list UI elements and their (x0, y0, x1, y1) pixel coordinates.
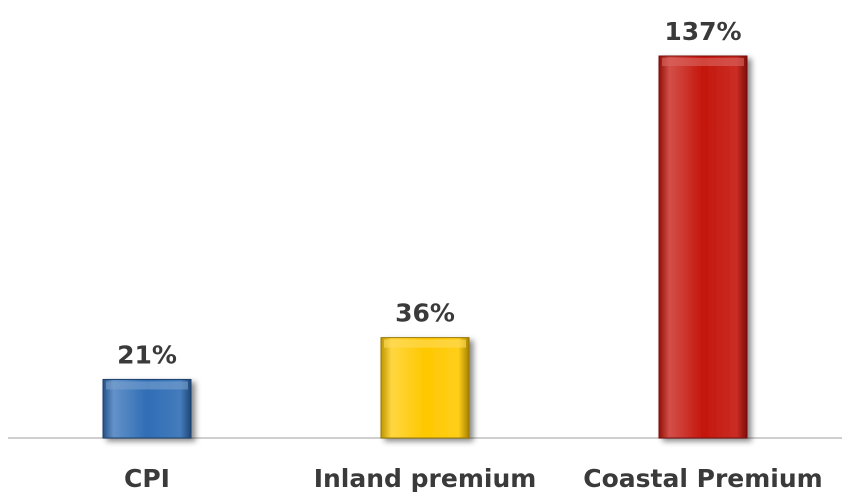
data-label: 21% (117, 340, 177, 369)
bar-rect (380, 337, 470, 439)
bar-bevel (662, 58, 744, 66)
bar-bevel (384, 339, 466, 348)
label-group: 21% CPI 36% Inland premium 137% Coastal Premi… (117, 17, 823, 493)
bar-coastal-premium (658, 55, 748, 439)
bar-inland-premium (380, 337, 470, 439)
bar-series (102, 55, 748, 439)
bar-rect (658, 55, 748, 439)
category-label: Inland premium (314, 464, 537, 493)
data-label: 36% (395, 299, 455, 328)
bar-cpi (102, 378, 192, 439)
category-label: CPI (124, 464, 170, 493)
data-label: 137% (664, 17, 741, 46)
bar-bevel (106, 381, 188, 390)
category-label: Coastal Premium (583, 464, 822, 493)
